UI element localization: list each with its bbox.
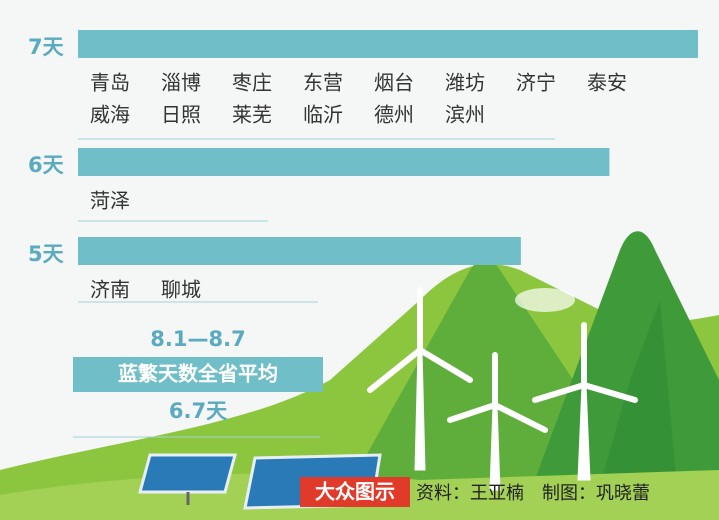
value-label: 5天 xyxy=(28,242,65,266)
city: 青岛 xyxy=(90,71,130,95)
city: 滨州 xyxy=(445,103,485,127)
average-title: 蓝繁天数全省平均 xyxy=(118,362,278,386)
logo: 大众图示 xyxy=(315,480,395,504)
source: 资料：王亚楠 制图：巩晓蕾 xyxy=(416,483,650,504)
city: 烟台 xyxy=(374,71,414,95)
city: 威海 xyxy=(90,103,130,127)
average-value: 6.7天 xyxy=(169,399,228,423)
value-label: 7天 xyxy=(28,35,65,59)
chart: 8.1—8.7 蓝繁天数全省平均 6.7天 大众图示 资料：王亚楠 制图：巩晓蕾… xyxy=(0,0,719,520)
city: 济南 xyxy=(90,278,130,302)
city: 临沂 xyxy=(303,103,343,127)
bar xyxy=(78,148,609,176)
city: 潍坊 xyxy=(445,71,485,95)
bar xyxy=(78,237,521,265)
city: 东营 xyxy=(303,71,343,95)
city: 莱芜 xyxy=(232,103,272,127)
city: 菏泽 xyxy=(90,189,130,213)
city: 聊城 xyxy=(161,278,201,302)
city: 淄博 xyxy=(161,71,201,95)
date-range: 8.1—8.7 xyxy=(150,327,245,351)
city: 日照 xyxy=(161,103,201,127)
value-label: 6天 xyxy=(28,153,65,177)
city: 济宁 xyxy=(516,71,556,95)
city: 枣庄 xyxy=(232,71,272,95)
city: 泰安 xyxy=(587,71,627,95)
bar xyxy=(78,30,698,58)
city: 德州 xyxy=(374,103,414,127)
